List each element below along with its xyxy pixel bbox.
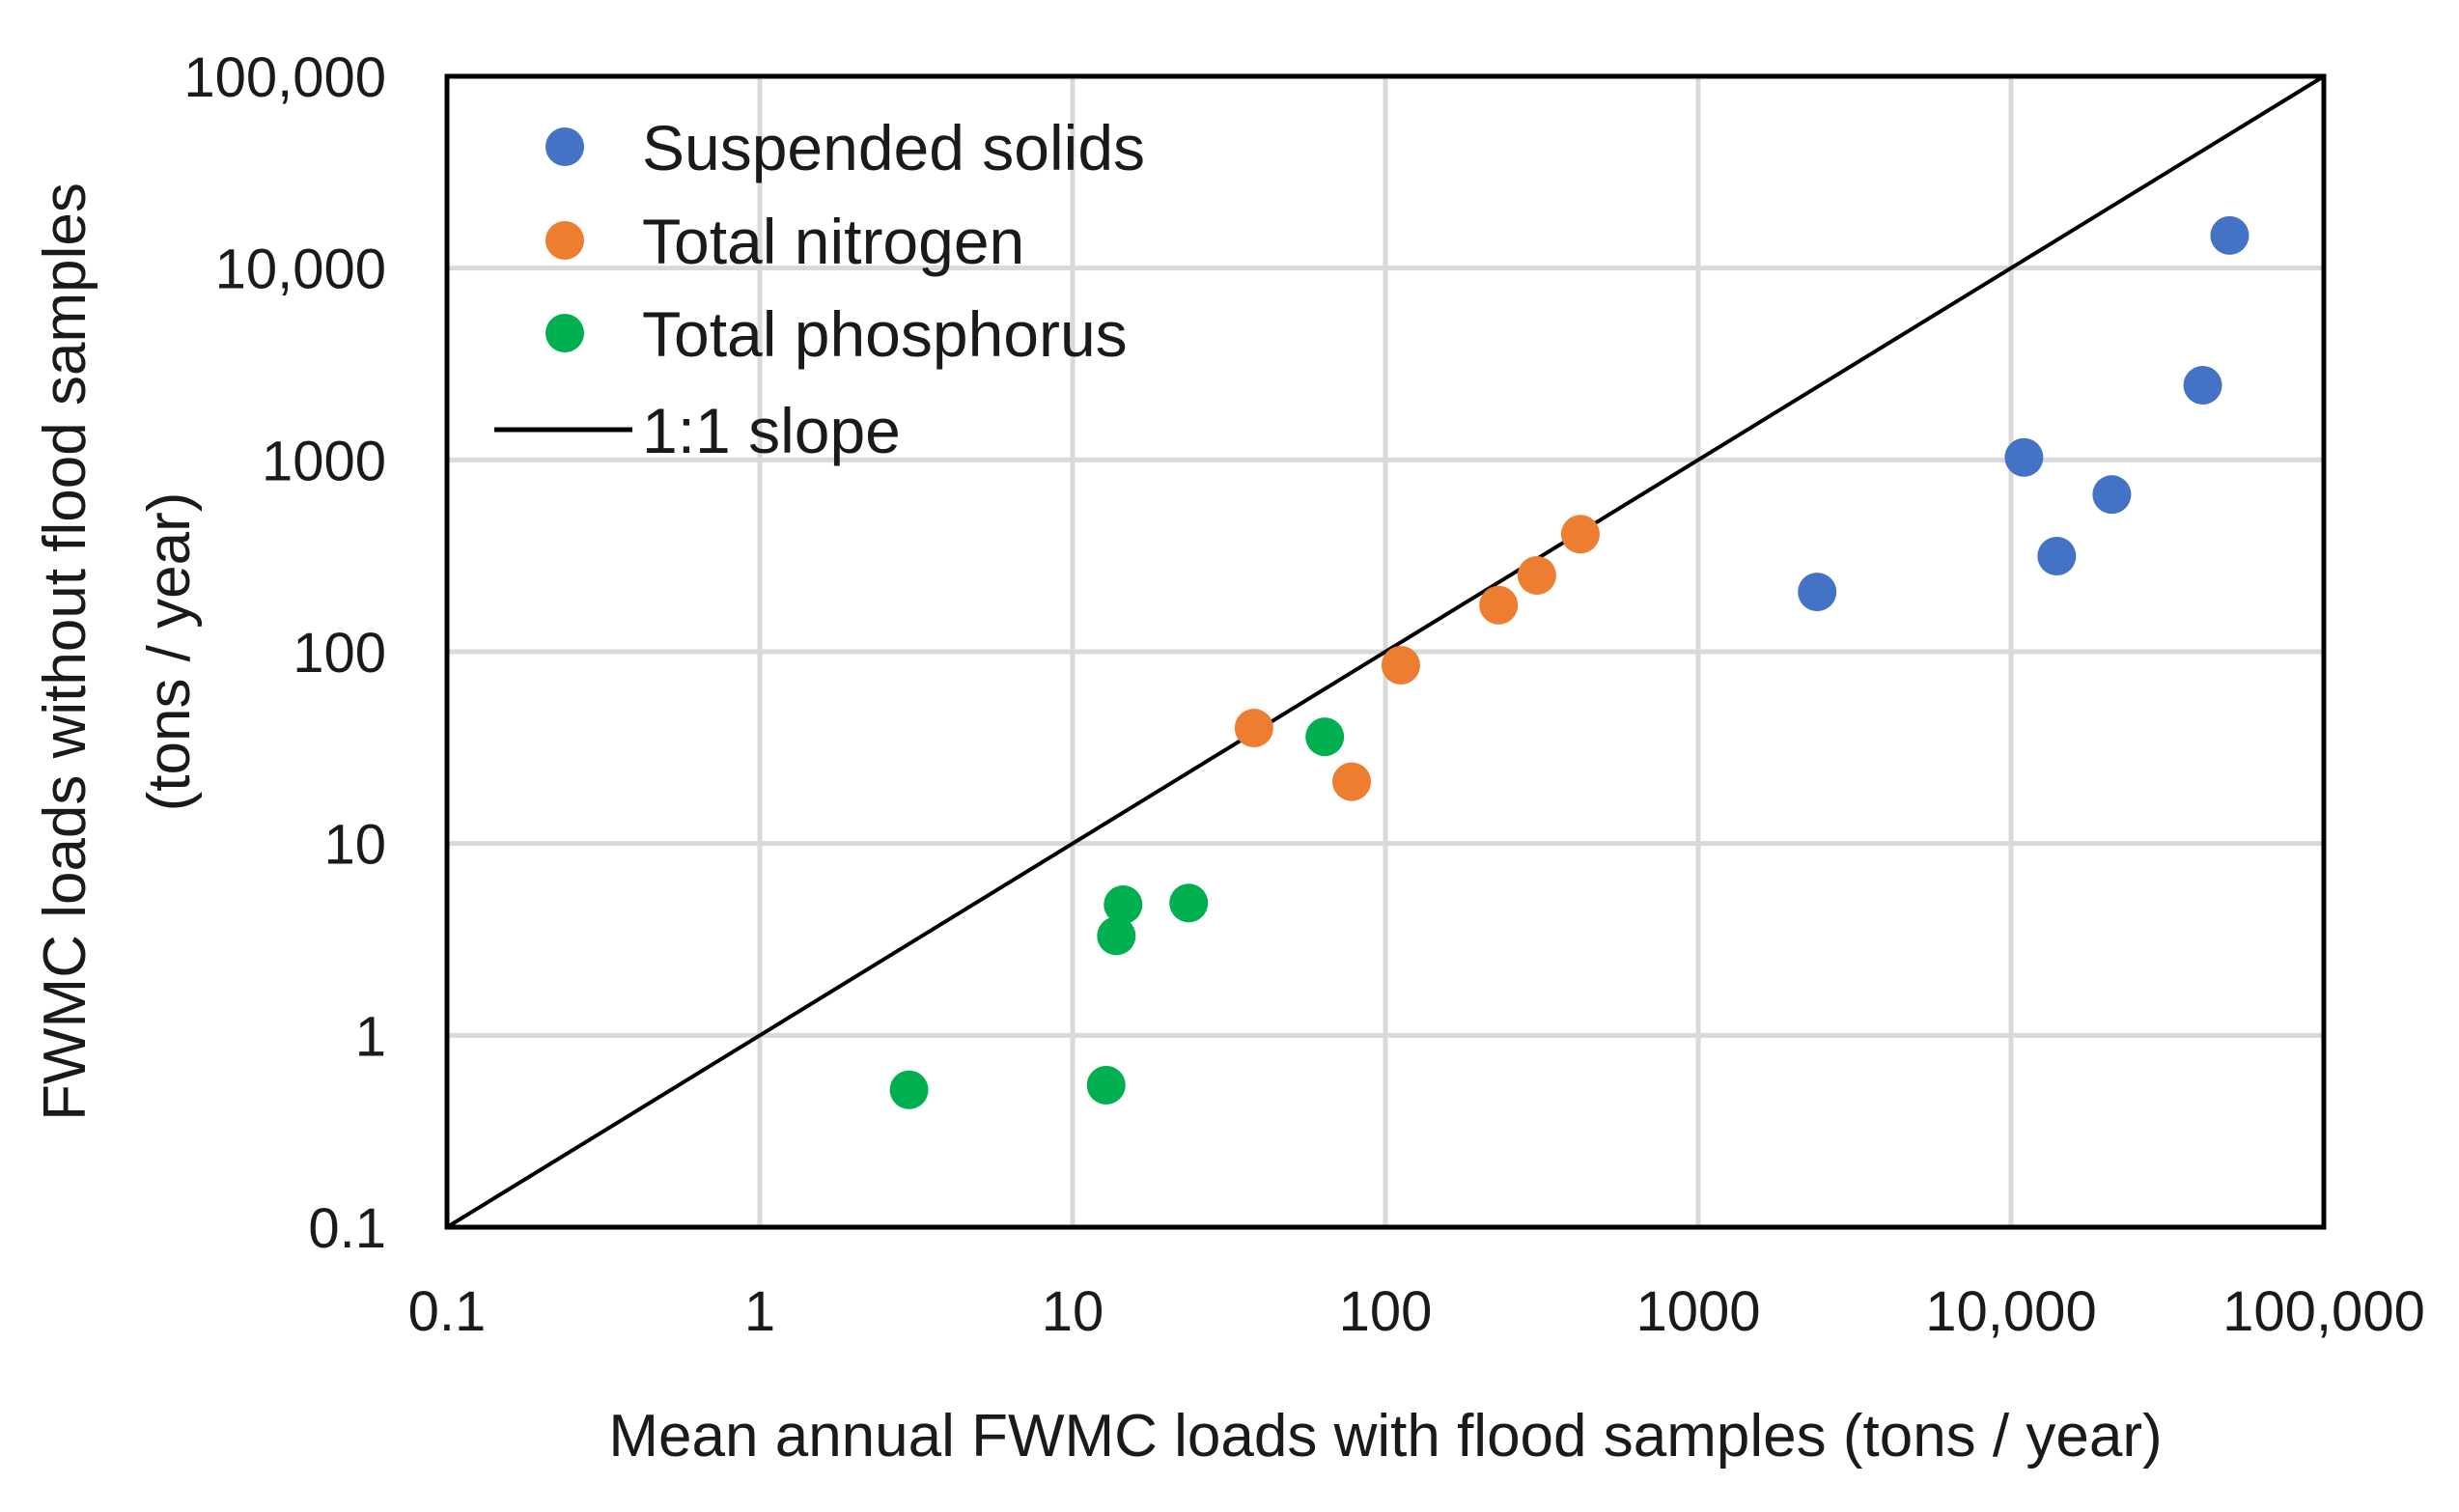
y-tick-labels: 0.1 1 10 100 1000 10,000 100,000 — [183, 46, 386, 1260]
y-axis-title-line-1: FWMC loads without flood samples — [32, 182, 98, 1121]
data-point-suspended-solids — [1798, 573, 1837, 612]
data-point-suspended-solids — [2004, 437, 2044, 477]
data-point-total-phosphorus — [1104, 884, 1143, 924]
one-to-one-slope-line — [445, 74, 2326, 1229]
y-axis-title-line-2: (tons / year) — [136, 492, 203, 812]
x-tick-label-10-000: 10,000 — [1925, 1280, 2096, 1343]
x-tick-label-1000: 1000 — [1635, 1280, 1760, 1343]
x-tick-label-1: 1 — [744, 1280, 775, 1343]
legend-label-total-phosphorus: Total phosphorus — [642, 298, 1128, 370]
data-point-suspended-solids — [2183, 366, 2222, 406]
x-tick-label-100-000: 100,000 — [2222, 1280, 2425, 1343]
data-point-total-nitrogen — [1381, 646, 1420, 686]
data-point-total-phosphorus — [1169, 883, 1209, 923]
legend: Suspended solids Total nitrogen Total ph… — [494, 112, 1145, 466]
legend-marker-total-phosphorus — [545, 314, 584, 352]
data-point-total-phosphorus — [1097, 916, 1136, 956]
data-point-suspended-solids — [2037, 537, 2077, 576]
legend-marker-total-nitrogen — [545, 221, 584, 260]
data-point-total-nitrogen — [1560, 515, 1600, 554]
legend-label-total-nitrogen: Total nitrogen — [642, 206, 1024, 277]
data-point-total-phosphorus — [889, 1070, 929, 1109]
y-tick-label-10: 10 — [323, 814, 386, 877]
data-point-total-nitrogen — [1517, 555, 1556, 595]
x-tick-label-10: 10 — [1042, 1280, 1104, 1343]
series-total-phosphorus — [889, 717, 1345, 1109]
data-point-total-nitrogen — [1234, 709, 1273, 748]
x-axis-title: Mean annual FWMC loads with flood sample… — [608, 1403, 2162, 1470]
data-point-total-phosphorus — [1305, 717, 1345, 757]
x-tick-label-0-1: 0.1 — [408, 1280, 487, 1343]
x-tick-label-100: 100 — [1339, 1280, 1433, 1343]
data-point-total-nitrogen — [1479, 585, 1519, 625]
legend-label-suspended-solids: Suspended solids — [642, 112, 1145, 183]
y-tick-label-0-1: 0.1 — [308, 1197, 386, 1260]
series-suspended-solids — [1798, 215, 2249, 612]
x-tick-labels: 0.1 1 10 100 1000 10,000 100,000 — [408, 1280, 2425, 1343]
data-point-suspended-solids — [2092, 475, 2132, 515]
data-point-suspended-solids — [2210, 215, 2249, 255]
data-points — [889, 215, 2249, 1109]
plot-area-frame — [444, 73, 2327, 1230]
series-total-nitrogen — [1234, 515, 1600, 801]
y-tick-label-1000: 1000 — [262, 430, 386, 492]
legend-marker-suspended-solids — [545, 127, 584, 166]
y-tick-label-100-000: 100,000 — [183, 46, 386, 109]
data-point-total-nitrogen — [1332, 762, 1372, 801]
data-point-total-phosphorus — [1086, 1065, 1126, 1105]
reference-line-layer — [445, 74, 2326, 1229]
y-tick-label-1: 1 — [355, 1005, 386, 1068]
y-tick-label-100: 100 — [293, 622, 386, 685]
y-tick-label-10-000: 10,000 — [215, 238, 386, 301]
legend-label-one-to-one-slope: 1:1 slope — [642, 395, 901, 466]
